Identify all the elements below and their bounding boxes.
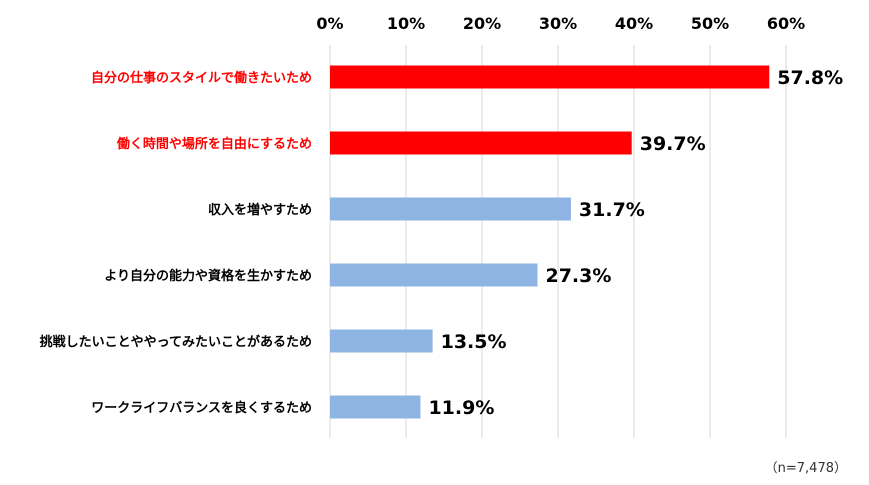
value-label: 11.9%: [428, 397, 494, 419]
bar: [330, 197, 571, 221]
category-label: 収入を増やすため: [208, 202, 312, 218]
category-label: 働く時間や場所を自由にするため: [116, 136, 312, 152]
bar: [330, 395, 421, 419]
bar: [330, 131, 632, 155]
x-tick-label: 0%: [316, 14, 343, 33]
value-label: 31.7%: [579, 199, 645, 221]
value-label: 27.3%: [545, 265, 611, 287]
value-label: 57.8%: [777, 67, 843, 89]
category-label: 挑戦したいことややってみたいことがあるため: [40, 334, 312, 350]
category-label: 自分の仕事のスタイルで働きたいため: [91, 70, 312, 86]
x-tick-label: 40%: [615, 14, 653, 33]
x-tick-label: 30%: [539, 14, 577, 33]
bar: [330, 329, 433, 353]
bar: [330, 65, 770, 89]
x-tick-label: 60%: [767, 14, 805, 33]
category-label: ワークライフバランスを良くするため: [91, 400, 312, 416]
x-tick-label: 10%: [387, 14, 425, 33]
x-tick-label: 20%: [463, 14, 501, 33]
value-label: 39.7%: [640, 133, 706, 155]
value-label: 13.5%: [441, 331, 507, 353]
bar: [330, 263, 538, 287]
x-tick-label: 50%: [691, 14, 729, 33]
category-label: より自分の能力や資格を生かすため: [104, 268, 312, 284]
sample-size-note: （n=7,478）: [764, 461, 847, 476]
